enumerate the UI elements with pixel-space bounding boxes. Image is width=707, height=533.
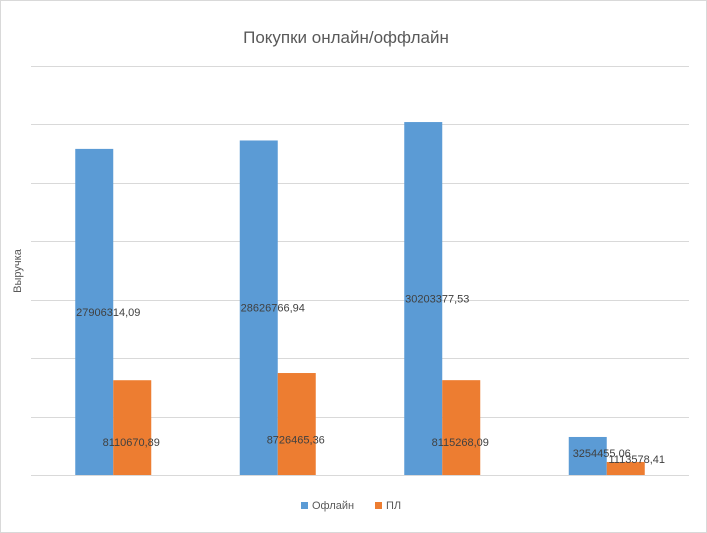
legend-item-offline[interactable]: Офлайн	[301, 500, 354, 512]
bar-pl[interactable]	[606, 461, 645, 475]
legend-swatch	[375, 502, 382, 509]
bar-offline[interactable]	[568, 436, 607, 475]
legend-label: Офлайн	[312, 500, 354, 512]
data-labels: 27906314,09 28626766,94 30203377,53 3254455…	[76, 294, 665, 466]
legend[interactable]: Офлайн ПЛ	[301, 500, 401, 512]
bar-pl[interactable]	[442, 380, 481, 475]
data-label: 27906314,09	[76, 307, 140, 319]
bar-offline[interactable]	[239, 140, 278, 476]
data-label: 30203377,53	[405, 294, 469, 306]
bars	[75, 122, 645, 476]
data-label: 8110670,89	[103, 437, 160, 449]
bar-pl[interactable]	[277, 373, 316, 475]
bar-offline[interactable]	[404, 122, 443, 476]
data-label: 1113578,41	[609, 454, 665, 466]
chart-title: Покупки онлайн/оффлайн	[243, 28, 449, 47]
y-axis-label: Выручка	[12, 248, 24, 293]
data-label: 3254455,06	[573, 448, 631, 460]
bar-pl[interactable]	[113, 380, 152, 475]
bar-offline[interactable]	[75, 148, 114, 476]
legend-swatch	[301, 502, 308, 509]
data-label: 8115268,09	[432, 437, 489, 449]
data-label: 28626766,94	[241, 303, 305, 315]
legend-label: ПЛ	[386, 500, 401, 512]
legend-item-pl[interactable]: ПЛ	[375, 500, 401, 512]
data-label: 8726465,36	[267, 434, 325, 446]
